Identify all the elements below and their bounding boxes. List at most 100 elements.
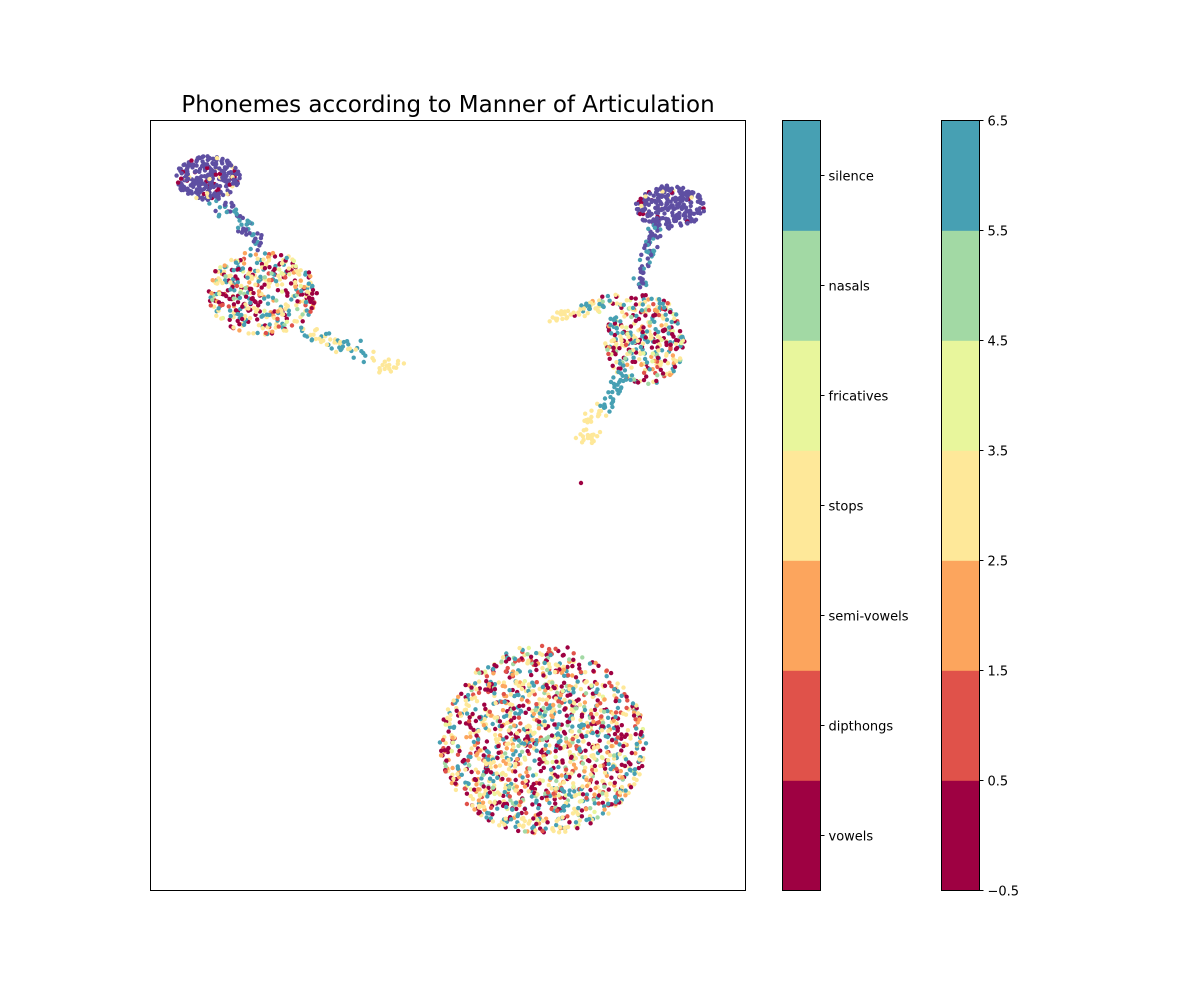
- scatter-point-142: [530, 802, 535, 807]
- scatter-point-1231: [488, 770, 494, 775]
- scatter-point-3092: [580, 434, 586, 439]
- scatter-point-103: [592, 707, 598, 712]
- scatter-point-2160: [246, 306, 251, 311]
- scatter-point-647: [522, 806, 527, 812]
- scatter-point-1692: [235, 181, 240, 186]
- scatter-point-2219: [283, 306, 288, 311]
- scatter-point-1218: [474, 753, 479, 758]
- scatter-point-1117: [473, 777, 479, 783]
- scatter-point-3073: [616, 369, 621, 375]
- scatter-point-1288: [455, 766, 461, 771]
- scatter-point-2532: [658, 186, 663, 191]
- scatter-point-242: [524, 770, 529, 775]
- scatter-point-2110: [246, 271, 251, 276]
- scatter-point-3016: [597, 301, 602, 307]
- scatter-point-2165: [239, 312, 244, 318]
- scatter-point-3023: [558, 311, 563, 316]
- scatter-point-2591: [641, 266, 646, 271]
- scatter-point-878: [465, 758, 471, 763]
- scatter-point-2863: [614, 325, 619, 331]
- scatter-point-1097: [506, 777, 511, 782]
- scatter-point-1081: [476, 679, 482, 684]
- scatter-point-2106: [298, 268, 303, 273]
- scatter-point-1154: [525, 652, 530, 657]
- scatter-point-2017: [262, 296, 267, 301]
- scatter-point-2202: [228, 287, 233, 292]
- scatter-point-1002: [544, 697, 550, 702]
- scatter-point-2993: [560, 316, 565, 322]
- scatter-point-42: [464, 801, 470, 807]
- scatter-point-2225: [279, 312, 285, 317]
- scatter-point-857: [492, 682, 498, 687]
- scatter-point-609: [549, 713, 554, 718]
- scatter-point-2568: [646, 263, 651, 269]
- scatter-point-1182: [575, 826, 580, 831]
- scatter-points: [174, 154, 706, 836]
- scatter-point-768: [594, 729, 600, 735]
- scatter-point-2120: [278, 253, 284, 258]
- scatter-point-765: [604, 668, 609, 673]
- scatter-point-1728: [199, 195, 205, 200]
- scatter-point-65: [513, 777, 518, 783]
- scatter-point-547: [463, 707, 469, 712]
- scatter-point-1443: [571, 657, 576, 662]
- scatter-point-2967: [661, 316, 666, 321]
- scatter-point-2151: [270, 250, 276, 256]
- scatter-point-2790: [655, 355, 661, 360]
- scatter-point-1139: [516, 692, 521, 698]
- scatter-point-2105: [216, 300, 222, 305]
- scatter-point-1111: [559, 684, 564, 689]
- scatter-point-1086: [495, 806, 500, 811]
- scatter-point-588: [519, 686, 525, 692]
- scatter-point-2015: [272, 266, 277, 272]
- scatter-point-2124: [295, 299, 300, 304]
- scatter-point-2960: [630, 340, 635, 345]
- scatter-point-1759: [179, 171, 184, 176]
- scatter-point-1073: [553, 748, 558, 754]
- scatter-point-145: [487, 776, 493, 781]
- scatter-point-1405: [462, 786, 467, 791]
- scatter-point-919: [534, 821, 539, 827]
- scatter-point-1455: [533, 828, 538, 833]
- scatter-point-317: [487, 800, 493, 805]
- numeric-colorbar: −0.5 0.5 1.5 2.5 3.5 4.5 5.5 6.5: [941, 115, 1019, 900]
- scatter-point-831: [534, 748, 539, 753]
- scatter-point-2170: [218, 265, 223, 270]
- scatter-point-1430: [506, 767, 512, 772]
- scatter-point-2903: [653, 327, 658, 332]
- scatter-point-2589: [640, 281, 646, 286]
- scatter-point-2841: [633, 296, 638, 301]
- scatter-point-2829: [644, 329, 650, 334]
- scatter-point-1426: [525, 661, 530, 666]
- scatter-point-1336: [516, 812, 521, 817]
- scatter-point-1731: [219, 168, 224, 173]
- scatter-point-2538: [656, 207, 661, 212]
- scatter-point-235: [599, 755, 605, 760]
- scatter-point-1713: [207, 176, 212, 182]
- scatter-point-1357: [537, 697, 542, 702]
- scatter-point-1094: [491, 671, 496, 676]
- scatter-point-767: [609, 802, 614, 807]
- cbar1-segment-5: [782, 230, 821, 341]
- scatter-point-2883: [647, 320, 653, 325]
- scatter-point-480: [593, 785, 598, 791]
- scatter-point-1244: [560, 688, 565, 694]
- scatter-point-1793: [247, 231, 252, 236]
- scatter-point-1205: [516, 738, 522, 743]
- scatter-point-2837: [618, 319, 623, 324]
- scatter-point-1281: [517, 645, 522, 651]
- scatter-point-1160: [450, 765, 455, 771]
- scatter-point-626: [556, 764, 561, 770]
- scatter-point-1319: [540, 684, 546, 690]
- scatter-point-529: [577, 666, 582, 671]
- scatter-point-2276: [318, 339, 324, 345]
- scatter-point-331: [615, 681, 620, 686]
- scatter-point-720: [512, 656, 518, 662]
- scatter-point-2910: [631, 355, 636, 360]
- scatter-point-1457: [517, 753, 523, 758]
- scatter-point-732: [487, 790, 493, 795]
- scatter-point-2917: [639, 308, 645, 313]
- scatter-point-2701: [643, 313, 648, 318]
- scatter-point-1352: [518, 799, 523, 805]
- scatter-point-2520: [675, 184, 680, 190]
